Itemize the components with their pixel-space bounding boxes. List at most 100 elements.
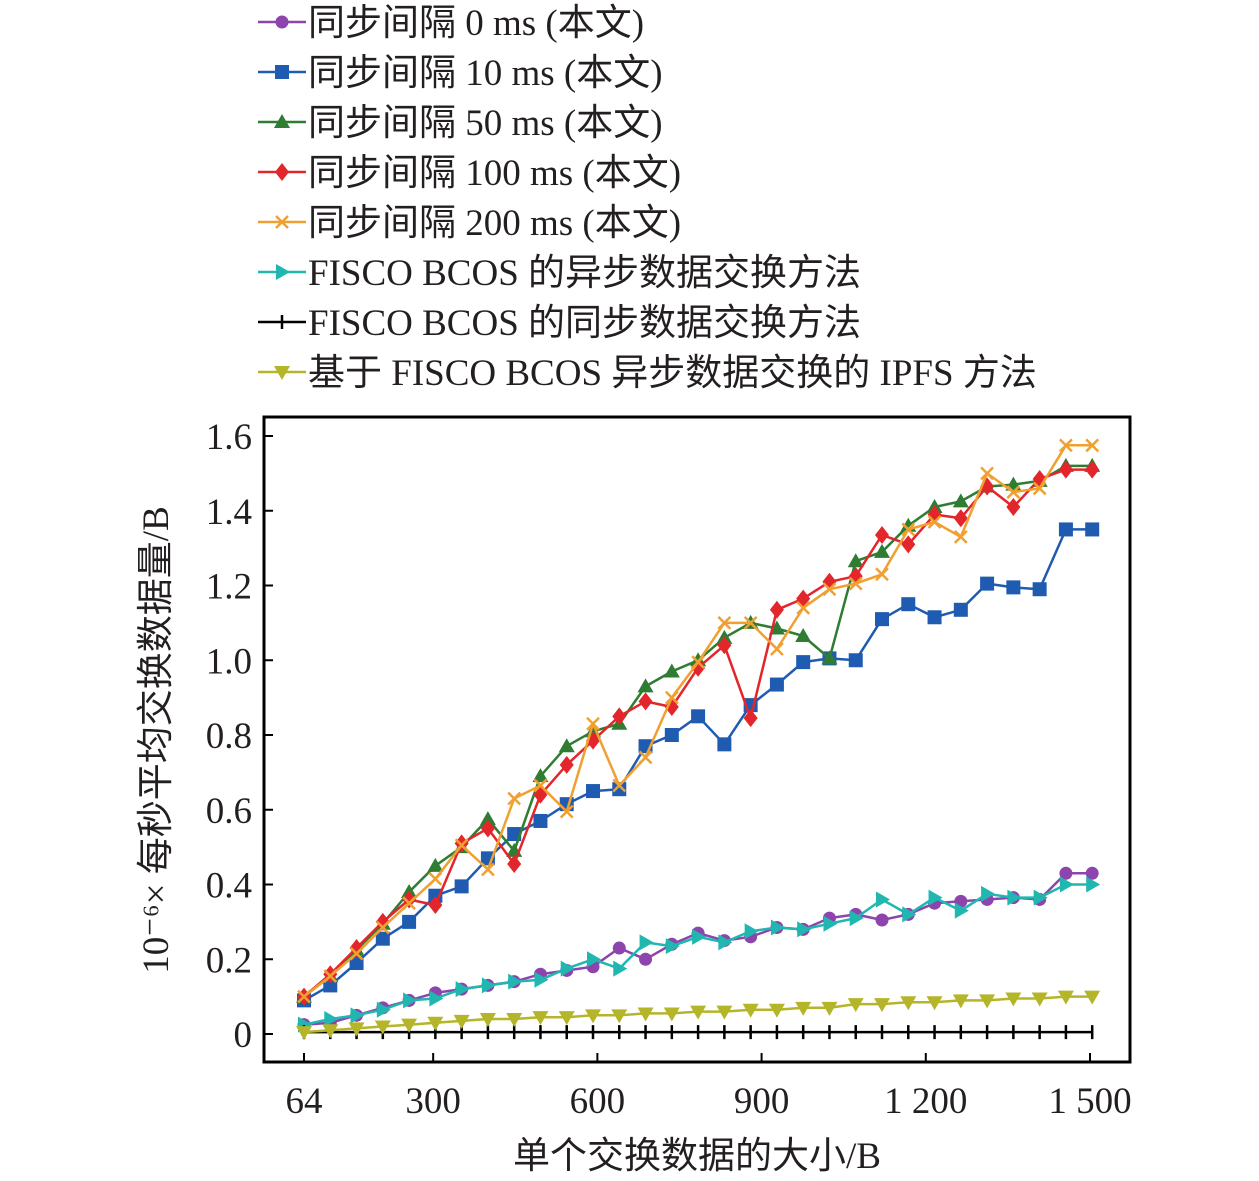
data-point xyxy=(506,1013,523,1028)
data-point xyxy=(322,1024,339,1039)
data-point xyxy=(480,819,495,838)
data-point xyxy=(769,600,784,619)
y-tick-label: 0.6 xyxy=(206,791,252,832)
data-point xyxy=(324,1011,339,1028)
data-point xyxy=(690,1005,707,1020)
data-point xyxy=(323,969,338,983)
legend-marker xyxy=(275,15,289,29)
data-point xyxy=(821,650,838,665)
series-line xyxy=(303,468,1093,998)
data-point xyxy=(875,612,890,627)
data-point xyxy=(1031,992,1048,1007)
data-point xyxy=(980,576,995,591)
data-point xyxy=(1058,460,1073,479)
legend-label: 同步间隔 10 ms (本文) xyxy=(308,52,663,94)
data-point xyxy=(558,738,575,753)
data-point xyxy=(823,915,838,932)
data-point xyxy=(454,879,469,894)
legend-label: 同步间隔 50 ms (本文) xyxy=(308,102,663,144)
y-tick-label: 1.0 xyxy=(206,641,252,682)
data-point xyxy=(901,597,916,612)
data-point xyxy=(1007,889,1022,906)
data-point xyxy=(718,934,733,951)
data-point xyxy=(375,920,390,935)
data-point xyxy=(795,627,812,642)
data-point xyxy=(796,655,811,670)
data-point xyxy=(427,1016,444,1031)
data-point xyxy=(717,737,732,752)
legend-label: 基于 FISCO BCOS 异步数据交换的 IPFS 方法 xyxy=(308,352,1037,394)
data-point xyxy=(375,912,390,931)
data-point xyxy=(638,750,653,765)
data-point xyxy=(402,896,416,911)
data-point xyxy=(1085,522,1100,537)
data-point xyxy=(454,838,469,853)
data-point xyxy=(692,928,707,945)
y-tick-label: 0.2 xyxy=(206,940,252,981)
data-point xyxy=(428,896,443,915)
axes: 0 0.2 0.4 0.6 0.8 1.0 1.2 1.4 1.6 64 300 600 900 1 20… xyxy=(206,417,1132,1122)
legend-item: 同步间隔 50 ms (本文) xyxy=(258,102,663,144)
data-point xyxy=(453,1014,470,1029)
data-point xyxy=(952,493,969,508)
data-point xyxy=(532,1011,549,1026)
legend-item: FISCO BCOS 的同步数据交换方法 xyxy=(258,302,861,344)
data-point xyxy=(953,509,968,528)
data-point xyxy=(849,910,864,927)
data-point xyxy=(1085,460,1100,479)
data-point xyxy=(821,1001,838,1016)
data-point xyxy=(770,642,784,656)
data-point xyxy=(954,902,969,919)
data-point xyxy=(875,567,889,582)
y-tick-label: 1.4 xyxy=(206,492,252,533)
data-point xyxy=(717,615,732,630)
data-point xyxy=(927,515,942,529)
data-point xyxy=(953,602,968,617)
legend-marker xyxy=(275,215,289,229)
data-point xyxy=(691,658,706,677)
data-point xyxy=(979,994,996,1009)
data-point xyxy=(796,601,811,615)
x-tick-label: 1 500 xyxy=(1048,1081,1131,1122)
data-point xyxy=(533,813,548,828)
data-point xyxy=(928,889,943,906)
data-point xyxy=(1033,889,1048,906)
data-point xyxy=(743,709,758,728)
data-point xyxy=(297,989,311,1004)
data-point xyxy=(1059,438,1073,453)
data-point xyxy=(1059,876,1074,893)
data-point xyxy=(348,1022,365,1037)
data-point xyxy=(612,778,627,793)
legend-label: 同步间隔 0 ms (本文) xyxy=(308,2,644,44)
data-point xyxy=(848,653,863,668)
legend-marker xyxy=(275,163,289,181)
data-point xyxy=(1005,992,1022,1007)
series-3 xyxy=(296,457,1101,1003)
data-point xyxy=(375,931,390,946)
chart-legend: 同步间隔 0 ms (本文) 同步间隔 10 ms (本文) 同步间隔 50 ms … xyxy=(258,2,1037,394)
data-point xyxy=(296,1026,312,1041)
data-point xyxy=(663,663,680,678)
x-axis-label: 单个交换数据的大小/B xyxy=(513,1135,881,1177)
data-point xyxy=(770,919,785,936)
series-8 xyxy=(296,990,1101,1041)
data-point xyxy=(560,960,575,977)
data-point xyxy=(848,576,863,591)
data-point xyxy=(587,951,602,968)
data-point xyxy=(769,677,784,692)
data-point xyxy=(926,996,943,1011)
data-point xyxy=(507,791,522,806)
y-tick-label: 1.2 xyxy=(206,567,252,608)
data-point xyxy=(665,938,680,955)
data-point xyxy=(350,1007,365,1024)
data-point xyxy=(875,526,890,545)
data-point xyxy=(795,1001,812,1016)
series-line xyxy=(303,872,1093,1026)
data-point xyxy=(1085,866,1099,880)
data-point xyxy=(1006,485,1021,499)
data-point xyxy=(585,1009,602,1024)
data-point xyxy=(533,778,548,793)
legend-marker xyxy=(276,264,290,280)
legend-marker xyxy=(274,366,290,380)
data-point xyxy=(403,992,418,1009)
